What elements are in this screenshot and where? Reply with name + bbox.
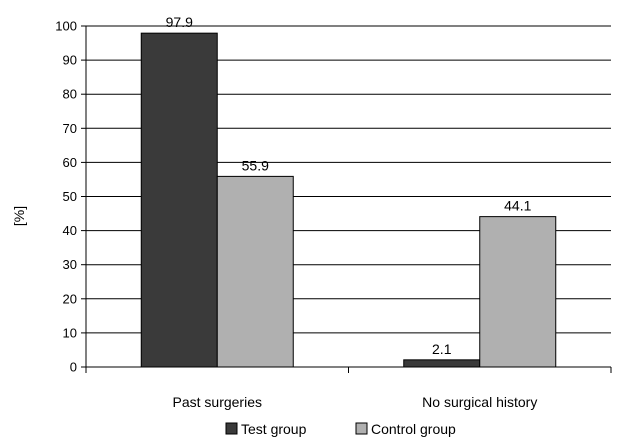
- legend-swatch: [225, 422, 238, 435]
- x-tick-label: No surgical history: [422, 394, 537, 410]
- x-tick-label: Past surgeries: [173, 394, 262, 410]
- axes: [81, 25, 612, 373]
- data-label: 44.1: [504, 198, 531, 214]
- data-label: 2.1: [432, 341, 452, 357]
- y-tick-label: 80: [63, 87, 77, 102]
- bars: [140, 32, 557, 368]
- y-tick-label: 40: [63, 223, 77, 238]
- y-tick-label: 30: [63, 257, 77, 272]
- y-tick-label: 50: [63, 189, 77, 204]
- bar: [216, 175, 294, 368]
- legend-swatch: [355, 422, 368, 435]
- y-tick-label: 100: [55, 19, 77, 34]
- data-label: 97.9: [166, 14, 193, 30]
- y-tick-label: 0: [70, 360, 77, 375]
- legend-label: Control group: [371, 421, 456, 437]
- bar: [140, 32, 218, 368]
- legend-label: Test group: [241, 421, 307, 437]
- data-label: 55.9: [242, 157, 269, 173]
- y-axis-title: [%]: [11, 206, 27, 226]
- legend: Test group Control group: [225, 421, 456, 437]
- y-tick-label: 60: [63, 155, 77, 170]
- y-tick-label: 10: [63, 325, 77, 340]
- labels: 0 10 20 30 40 50 60 70 80 90 100 97.9 55.9 Past surge…: [55, 14, 537, 410]
- bar: [403, 359, 481, 368]
- y-tick-label: 70: [63, 121, 77, 136]
- y-tick-label: 20: [63, 291, 77, 306]
- bar: [479, 216, 557, 368]
- y-tick-label: 90: [63, 53, 77, 68]
